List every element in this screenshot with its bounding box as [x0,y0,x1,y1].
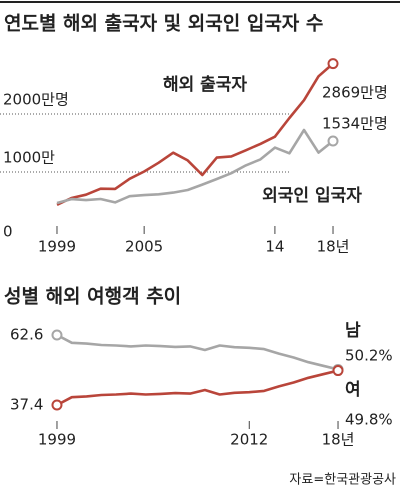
point-marker [332,365,344,377]
y-tick-label: 2000만명 [3,91,69,109]
x-tick-label: 18년 [317,238,350,256]
data-label: 37.4 [10,396,43,414]
point-marker [51,329,63,341]
series-label: 해외 출국자 [163,75,247,95]
data-label: 49.8% [345,411,393,429]
series-line [56,333,339,371]
x-tick-label: 2005 [125,238,163,256]
series-label: 외국인 입국자 [262,186,362,206]
point-marker [327,58,339,70]
series-label: 여 [345,380,361,400]
y-tick-label: 0 [3,223,13,241]
x-tick-label: 1999 [38,431,76,449]
data-label: 1534만명 [322,115,388,133]
series-line [56,62,334,206]
point-marker [51,399,63,411]
series-label: 남 [345,321,361,341]
data-label: 2869만명 [322,84,388,102]
data-label: 50.2% [345,347,393,365]
data-label: 62.6 [10,326,43,344]
chart-title: 연도별 해외 출국자 및 외국인 입국자 수 [4,13,323,35]
series-line [56,128,334,205]
x-tick-label: 18년 [322,431,355,449]
point-marker [327,135,339,147]
x-tick-label: 1999 [38,238,76,256]
series-line [56,369,339,407]
source: 자료=한국관광공사 [289,473,396,488]
x-tick-label: 14 [265,238,284,256]
chart-title: 성별 해외 여행객 추이 [4,286,181,308]
x-tick-label: 2012 [230,431,268,449]
y-tick-label: 1000만 [3,149,55,167]
